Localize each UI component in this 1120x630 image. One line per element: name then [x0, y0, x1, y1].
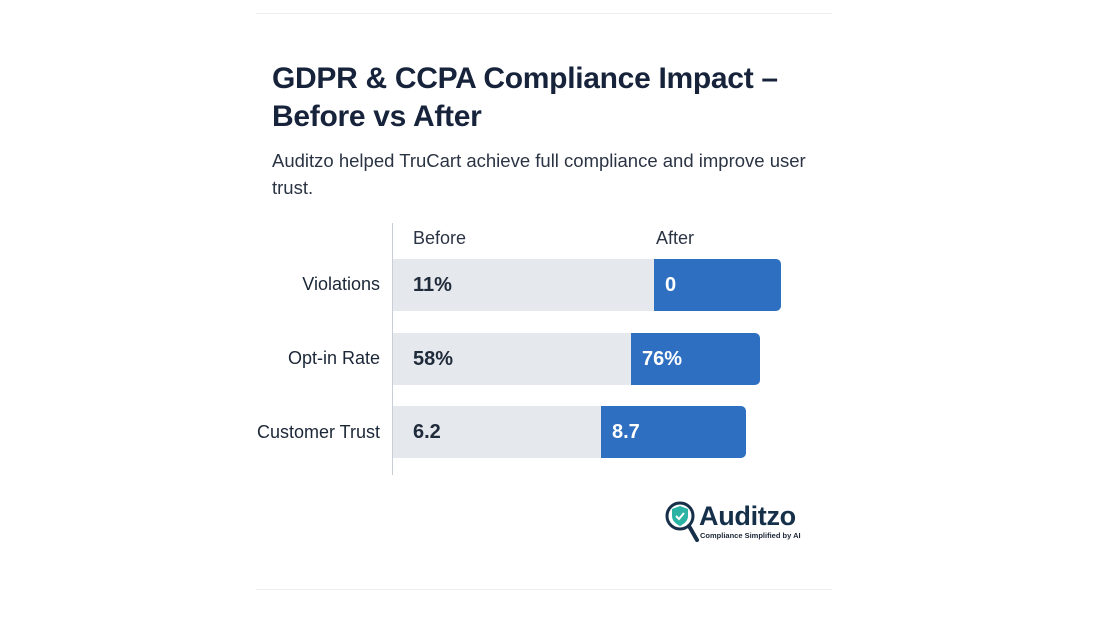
magnifier-shield-icon [665, 501, 699, 542]
bottom-divider [256, 589, 832, 590]
data-label-after: 8.7 [612, 421, 640, 443]
chart-subtitle: Auditzo helped TruCart achieve full comp… [272, 150, 806, 198]
brand-tagline: Compliance Simplified by AI [700, 531, 801, 540]
column-header-after: After [656, 228, 695, 248]
chart-title: GDPR & CCPA Compliance Impact – Before v… [272, 62, 778, 133]
brand-name: Auditzo [699, 501, 796, 531]
bar-after [631, 333, 760, 385]
bar-before [393, 333, 631, 385]
data-label-after: 76% [642, 348, 683, 370]
data-label-after: 0 [665, 274, 677, 296]
column-header-before: Before [413, 228, 467, 248]
category-axis [392, 223, 393, 475]
bar-after [601, 406, 746, 458]
bar-after [654, 259, 781, 311]
bar-before [393, 259, 654, 311]
category-label: Customer Trust [256, 422, 380, 442]
category-label: Violations [302, 274, 380, 294]
bar-before [393, 406, 601, 458]
data-label-before: 58% [413, 348, 454, 370]
top-divider [256, 13, 832, 14]
category-label: Opt-in Rate [287, 348, 380, 368]
data-label-before: 11% [413, 274, 452, 296]
data-label-before: 6.2 [413, 421, 441, 443]
